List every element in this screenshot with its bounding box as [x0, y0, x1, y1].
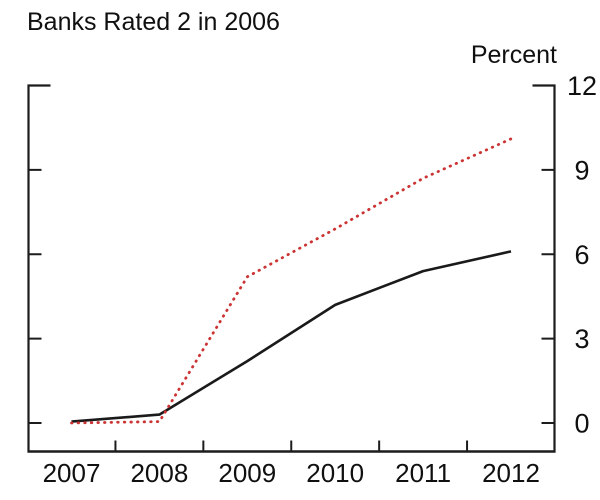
y-tick-label: 12 — [567, 71, 597, 101]
x-tick-label: 2009 — [218, 458, 276, 488]
y-tick-label: 9 — [574, 155, 589, 185]
x-tick-label: 2008 — [130, 458, 188, 488]
x-tick-label: 2012 — [482, 458, 540, 488]
chart-title: Banks Rated 2 in 2006 — [27, 8, 280, 36]
y-tick-label: 6 — [574, 240, 589, 270]
y-tick-label: 0 — [574, 409, 589, 439]
y-tick-label: 3 — [574, 324, 589, 354]
y-axis-unit-label: Percent — [470, 41, 557, 69]
x-tick-label: 2011 — [395, 458, 451, 488]
x-tick-label: 2010 — [306, 458, 364, 488]
x-tick-label: 2007 — [43, 458, 101, 488]
series-line-solid-black-line — [71, 250, 512, 423]
series-line-dotted-red-line — [70, 137, 513, 425]
